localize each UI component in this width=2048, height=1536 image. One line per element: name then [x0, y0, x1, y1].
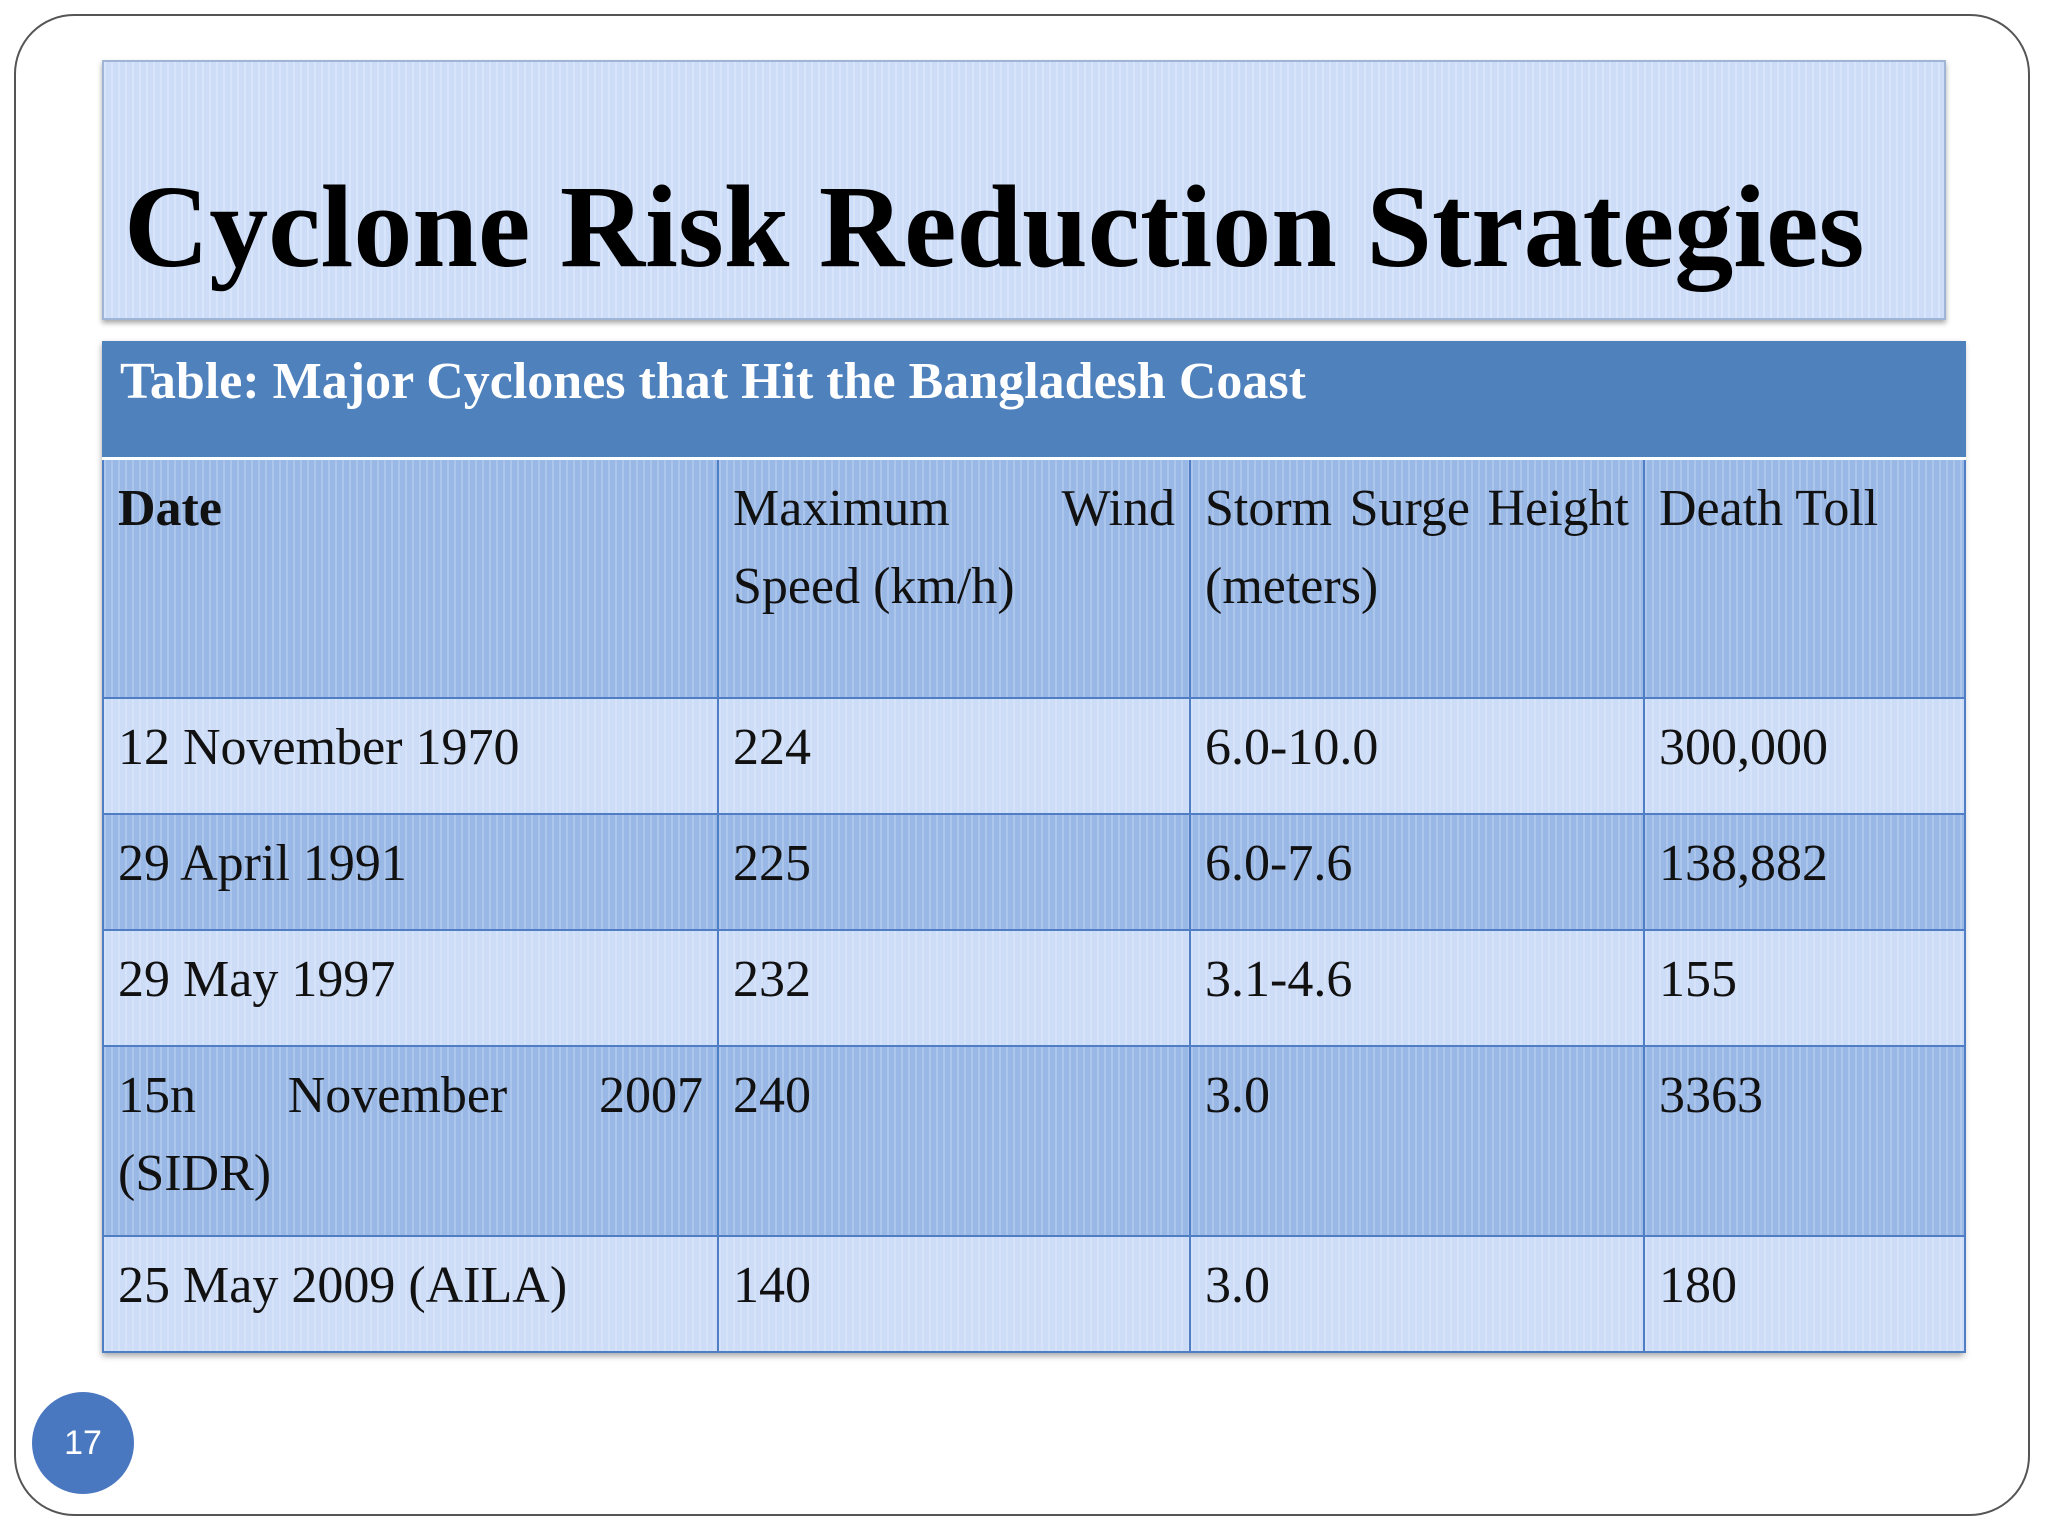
- cell-date: 15n November 2007 (SIDR): [102, 1045, 719, 1237]
- cell-wind-speed: 225: [717, 813, 1191, 931]
- cell-surge-height: 6.0-10.0: [1189, 697, 1645, 815]
- cell-wind-speed: 240: [717, 1045, 1191, 1237]
- table-header-row: Date Maximum Wind Speed (km/h) Storm Sur…: [102, 457, 1967, 699]
- cyclone-table: Table: Major Cyclones that Hit the Bangl…: [101, 341, 1967, 1353]
- cell-date: 25 May 2009 (AILA): [102, 1235, 719, 1353]
- header-surge-height: Storm Surge Height (meters): [1189, 457, 1645, 699]
- header-date: Date: [102, 457, 719, 699]
- cell-death-toll: 3363: [1642, 1045, 1967, 1237]
- cell-date: 29 May 1997: [102, 929, 719, 1047]
- title-box: Cyclone Risk Reduction Strategies: [102, 60, 1946, 320]
- table-row: 12 November 1970 224 6.0-10.0 300,000: [102, 697, 1967, 815]
- table-row: 15n November 2007 (SIDR) 240 3.0 3363: [102, 1045, 1967, 1237]
- cell-death-toll: 138,882: [1642, 813, 1967, 931]
- cell-wind-speed: 224: [717, 697, 1191, 815]
- cell-surge-height: 3.1-4.6: [1189, 929, 1645, 1047]
- cell-wind-speed: 140: [717, 1235, 1191, 1353]
- table-caption: Table: Major Cyclones that Hit the Bangl…: [101, 341, 1967, 460]
- table-row: 29 April 1991 225 6.0-7.6 138,882: [102, 813, 1967, 931]
- slide-title: Cyclone Risk Reduction Strategies: [124, 161, 1865, 292]
- table-row: 25 May 2009 (AILA) 140 3.0 180: [102, 1235, 1967, 1353]
- header-death-toll: Death Toll: [1642, 457, 1967, 699]
- cell-surge-height: 3.0: [1189, 1045, 1645, 1237]
- cell-date: 12 November 1970: [102, 697, 719, 815]
- cell-surge-height: 6.0-7.6: [1189, 813, 1645, 931]
- page-number-badge: 17: [32, 1392, 134, 1494]
- cell-surge-height: 3.0: [1189, 1235, 1645, 1353]
- cell-wind-speed: 232: [717, 929, 1191, 1047]
- cell-death-toll: 300,000: [1642, 697, 1967, 815]
- cell-death-toll: 155: [1642, 929, 1967, 1047]
- header-wind-speed: Maximum Wind Speed (km/h): [717, 457, 1191, 699]
- cyclone-table-container: Table: Major Cyclones that Hit the Bangl…: [101, 341, 1967, 1353]
- table-caption-row: Table: Major Cyclones that Hit the Bangl…: [101, 341, 1967, 460]
- cell-death-toll: 180: [1642, 1235, 1967, 1353]
- table-row: 29 May 1997 232 3.1-4.6 155: [102, 929, 1967, 1047]
- cell-date: 29 April 1991: [102, 813, 719, 931]
